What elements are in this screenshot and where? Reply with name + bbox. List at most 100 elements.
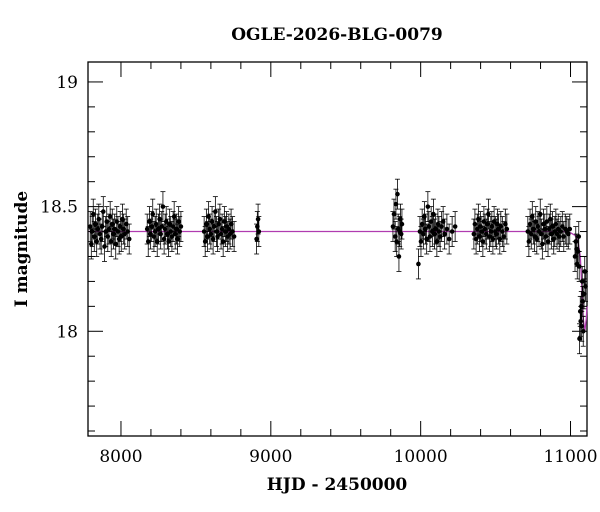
data-point xyxy=(555,213,561,245)
point-marker xyxy=(106,226,112,232)
data-point xyxy=(394,178,400,210)
data-point xyxy=(418,226,424,257)
point-marker xyxy=(87,224,93,229)
point-marker xyxy=(538,231,544,237)
data-point xyxy=(255,203,261,235)
point-marker xyxy=(573,239,579,244)
point-marker xyxy=(88,241,94,247)
point-marker xyxy=(151,234,157,239)
point-marker xyxy=(528,231,534,237)
point-marker xyxy=(537,211,543,217)
point-marker xyxy=(100,209,106,214)
point-marker xyxy=(553,221,559,227)
data-point xyxy=(226,213,232,245)
point-marker xyxy=(177,229,183,234)
point-marker xyxy=(95,226,101,232)
data-point xyxy=(159,211,165,242)
point-marker xyxy=(94,239,99,244)
point-marker xyxy=(428,219,434,224)
point-marker xyxy=(485,221,490,227)
data-point xyxy=(150,198,156,230)
point-marker xyxy=(107,214,113,219)
data-point xyxy=(583,271,589,302)
data-point xyxy=(126,223,132,255)
data-point xyxy=(396,241,402,272)
x-axis-label: HJD - 2450000 xyxy=(267,475,408,495)
point-marker xyxy=(425,204,431,209)
data-point xyxy=(475,203,481,235)
point-marker xyxy=(213,209,218,214)
point-marker xyxy=(471,231,477,237)
point-marker xyxy=(93,221,98,227)
point-marker xyxy=(446,236,452,242)
point-marker xyxy=(432,231,437,237)
data-point xyxy=(425,191,431,222)
point-marker xyxy=(172,231,178,237)
point-marker xyxy=(113,241,119,247)
point-marker xyxy=(418,239,424,244)
point-marker xyxy=(209,219,215,224)
point-marker xyxy=(154,239,160,244)
point-marker xyxy=(105,234,111,239)
point-marker xyxy=(494,231,499,237)
point-marker xyxy=(205,234,210,239)
data-point xyxy=(452,211,458,242)
point-marker xyxy=(90,211,96,217)
data-point xyxy=(577,323,583,355)
point-marker xyxy=(254,236,259,242)
y-tick-label: 18 xyxy=(56,322,78,342)
axis-ticks: 8000 9000 10000 11000 18 18.5 19 xyxy=(40,62,598,467)
point-marker xyxy=(150,211,156,217)
point-marker xyxy=(220,239,226,244)
point-marker xyxy=(396,254,402,259)
point-marker xyxy=(118,234,124,239)
point-marker xyxy=(426,224,432,229)
data-point xyxy=(537,198,543,230)
point-marker xyxy=(162,226,168,232)
point-marker xyxy=(145,239,151,244)
point-marker xyxy=(577,336,582,342)
data-point xyxy=(171,201,177,232)
point-marker xyxy=(216,221,221,227)
point-marker xyxy=(488,229,494,234)
point-marker xyxy=(149,224,154,229)
point-marker xyxy=(214,229,219,234)
point-marker xyxy=(435,221,441,227)
point-marker xyxy=(391,211,397,217)
point-marker xyxy=(256,229,262,234)
point-marker xyxy=(421,231,426,237)
data-point xyxy=(231,221,237,252)
data-point xyxy=(485,198,491,230)
point-marker xyxy=(444,226,450,232)
model-curve xyxy=(88,230,588,332)
point-marker xyxy=(126,236,132,242)
point-marker xyxy=(544,219,550,224)
point-marker xyxy=(210,236,216,242)
data-point xyxy=(113,228,119,260)
point-marker xyxy=(171,214,177,219)
y-tick-label: 18.5 xyxy=(40,198,78,218)
point-marker xyxy=(158,231,163,237)
data-point xyxy=(480,226,486,257)
point-marker xyxy=(542,226,548,232)
data-point xyxy=(118,221,124,252)
point-marker xyxy=(497,236,503,242)
point-marker xyxy=(108,239,114,244)
point-marker xyxy=(201,229,207,234)
data-point xyxy=(205,221,211,252)
point-marker xyxy=(166,239,171,244)
x-tick-label: 11000 xyxy=(543,447,597,467)
data-points xyxy=(87,178,589,355)
point-marker xyxy=(159,224,165,229)
point-marker xyxy=(419,221,425,227)
data-point xyxy=(526,226,532,257)
data-point xyxy=(446,223,452,255)
y-axis-label: I magnitude xyxy=(12,191,32,308)
point-marker xyxy=(477,234,482,239)
point-marker xyxy=(416,261,421,267)
data-point xyxy=(429,216,435,247)
point-marker xyxy=(207,226,212,232)
point-marker xyxy=(545,239,551,244)
data-point xyxy=(256,216,262,247)
point-marker xyxy=(109,221,115,227)
